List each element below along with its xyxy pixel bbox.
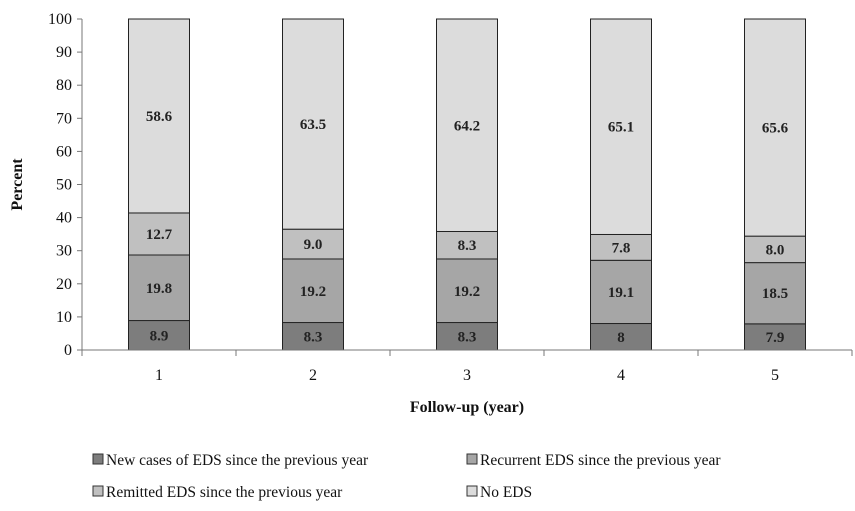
x-axis: 1 2 3 4 5 [81, 349, 853, 384]
x-tick-label: 4 [617, 367, 625, 384]
data-label: 58.6 [146, 109, 173, 125]
bar-segment [590, 233, 652, 261]
y-tick-label: 90 [56, 44, 72, 61]
data-label: 65.1 [608, 120, 634, 136]
bar-segment [282, 18, 344, 230]
y-tick-label: 0 [64, 342, 72, 359]
x-tick-label: 1 [155, 367, 163, 384]
legend-label: No EDS [480, 484, 532, 501]
data-label: 9.0 [304, 237, 323, 253]
data-label: 8.9 [150, 328, 169, 344]
y-tick-label: 30 [56, 243, 72, 260]
legend-label: Recurrent EDS since the previous year [480, 452, 721, 469]
y-axis: 0 10 20 30 40 50 60 70 80 90 100 [48, 11, 83, 359]
data-label: 8.3 [304, 329, 323, 345]
bar-segment [436, 18, 498, 233]
y-axis-title: Percent [9, 158, 26, 211]
legend-swatch [466, 485, 478, 497]
data-label: 19.8 [146, 281, 172, 297]
legend: New cases of EDS since the previous year… [92, 452, 721, 501]
bar-segment [436, 258, 498, 324]
data-label: 8 [617, 330, 625, 346]
legend-swatch [466, 453, 478, 465]
bar-segment [744, 323, 806, 351]
bar-segment [282, 228, 344, 260]
data-label: 8.3 [458, 329, 477, 345]
x-axis-title: Follow-up (year) [410, 399, 524, 416]
legend-label: Remitted EDS since the previous year [106, 484, 343, 501]
data-label: 18.5 [762, 286, 788, 302]
x-tick-label: 5 [771, 367, 779, 384]
bar-segment [128, 18, 190, 214]
legend-swatch [92, 485, 104, 497]
data-label: 12.7 [146, 227, 173, 243]
data-label: 7.9 [766, 330, 785, 346]
y-tick-label: 10 [56, 309, 72, 326]
bar-segment [744, 262, 806, 325]
data-label: 7.8 [612, 240, 631, 256]
legend-label: New cases of EDS since the previous year [106, 452, 369, 469]
y-tick-label: 100 [48, 11, 72, 28]
bar-segment [590, 18, 652, 235]
y-tick-label: 80 [56, 77, 72, 94]
y-tick-label: 50 [56, 177, 72, 194]
legend-swatch [92, 453, 104, 465]
bar-segment [282, 258, 344, 324]
x-tick-label: 3 [463, 367, 471, 384]
bars: 8.9 19.8 12.7 58.6 8.3 19.2 9.0 63.5 8.3 19.2 8.3 6… [128, 18, 806, 351]
data-label: 19.2 [300, 284, 326, 300]
data-label: 64.2 [454, 118, 480, 134]
y-tick-label: 40 [56, 210, 72, 227]
bar-segment [436, 231, 498, 260]
y-tick-label: 20 [56, 276, 72, 293]
y-tick-label: 70 [56, 110, 72, 127]
data-label: 63.5 [300, 117, 326, 133]
bar-segment [744, 18, 806, 237]
data-label: 8.3 [458, 238, 477, 254]
bar-segment [128, 320, 190, 351]
data-label: 19.2 [454, 284, 480, 300]
bar-segment [590, 259, 652, 325]
x-tick-label: 2 [309, 367, 317, 384]
y-tick-label: 60 [56, 143, 72, 160]
data-label: 8.0 [766, 242, 785, 258]
data-label: 19.1 [608, 285, 634, 301]
bar-segment [744, 235, 806, 264]
data-label: 65.6 [762, 121, 789, 137]
